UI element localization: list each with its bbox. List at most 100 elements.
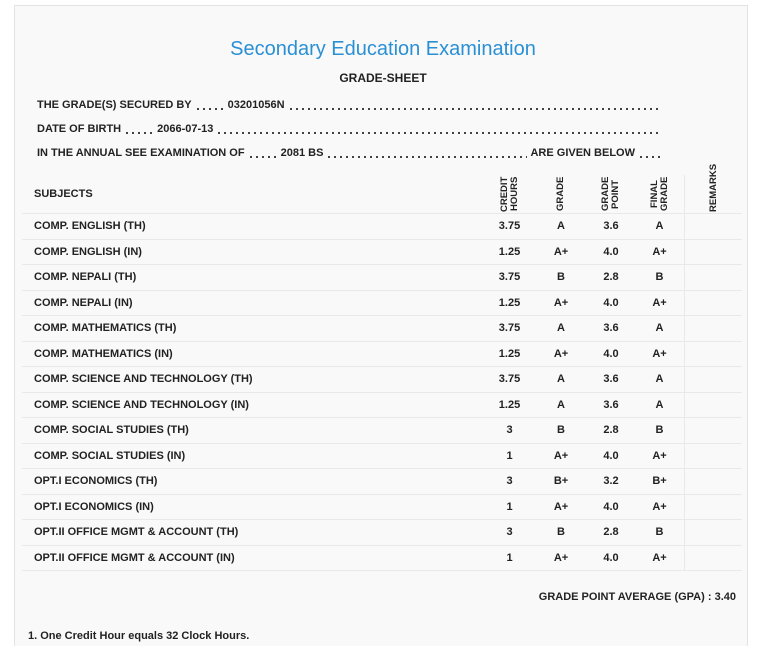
- header-cell: REMARKS: [684, 164, 742, 213]
- table-cell: COMP. SCIENCE AND TECHNOLOGY (IN): [34, 398, 249, 411]
- table-cell: 3.75: [498, 322, 521, 335]
- info-label: IN THE ANNUAL SEE EXAMINATION OF: [37, 147, 245, 159]
- info-value: 2066-07-13: [157, 123, 214, 135]
- table-cell: COMP. NEPALI (TH): [34, 271, 137, 284]
- table-row: COMP. MATHEMATICS (IN) 1.25 A+ 4.0 A+: [22, 341, 742, 367]
- table-row: COMP. SOCIAL STUDIES (TH) 3 B 2.8 B: [22, 418, 742, 444]
- table-cell: [684, 367, 742, 392]
- table-cell: 3.75: [498, 373, 521, 386]
- table-cell: A+: [553, 449, 569, 462]
- table-row: COMP. SCIENCE AND TECHNOLOGY (TH) 3.75 A 3.…: [22, 367, 742, 393]
- header-cell: SUBJECTS: [22, 175, 484, 213]
- table-cell: B+: [652, 475, 667, 488]
- table-cell: A+: [652, 449, 667, 462]
- table-cell: [684, 443, 742, 468]
- table-cell: B+: [553, 475, 569, 488]
- info-label: THE GRADE(S) SECURED BY: [37, 99, 192, 111]
- table-cell: [684, 418, 742, 443]
- table-cell: COMP. SCIENCE AND TECHNOLOGY (TH): [34, 373, 253, 386]
- table-cell: COMP. SOCIAL STUDIES (TH): [34, 424, 189, 437]
- column-header: FINAL GRADE: [648, 176, 670, 212]
- dot-leader: [216, 122, 660, 136]
- table-cell: 1.25: [498, 347, 521, 360]
- table-cell: OPT.I ECONOMICS (TH): [34, 475, 158, 488]
- footnote: 1. One Credit Hour equals 32 Clock Hours…: [28, 630, 250, 642]
- title: Secondary Education Examination: [230, 38, 536, 60]
- dot-leader: [287, 98, 660, 112]
- table-row: COMP. MATHEMATICS (TH) 3.75 A 3.6 A: [22, 316, 742, 342]
- table-cell: 3.75: [498, 271, 521, 284]
- table-cell: A+: [553, 296, 569, 309]
- table-cell: COMP. MATHEMATICS (IN): [34, 347, 173, 360]
- info-label: DATE OF BIRTH: [37, 123, 122, 135]
- table-row: OPT.II OFFICE MGMT & ACCOUNT (IN) 1 A+ 4.0 A…: [22, 545, 742, 571]
- column-header: CREDIT HOURS: [498, 176, 520, 212]
- table-cell: 2.8: [603, 271, 619, 284]
- table-row: COMP. NEPALI (TH) 3.75 B 2.8 B: [22, 265, 742, 291]
- column-header: GRADE: [555, 176, 566, 212]
- table-cell: 2.8: [603, 526, 619, 539]
- table-cell: A: [557, 220, 565, 233]
- table-cell: [684, 290, 742, 315]
- table-cell: 1: [506, 449, 513, 462]
- table-cell: [684, 239, 742, 264]
- table-cell: OPT.II OFFICE MGMT & ACCOUNT (IN): [34, 551, 235, 564]
- table-cell: A+: [652, 245, 667, 258]
- table-cell: 1: [506, 551, 513, 564]
- table-cell: 4.0: [603, 449, 619, 462]
- table-cell: B: [557, 424, 565, 437]
- table-cell: A+: [553, 245, 569, 258]
- table-cell: 3: [506, 475, 513, 488]
- table-row: OPT.II OFFICE MGMT & ACCOUNT (TH) 3 B 2.8 B: [22, 520, 742, 546]
- table-cell: 3: [506, 526, 513, 539]
- table-cell: A: [557, 373, 565, 386]
- table-cell: [684, 392, 742, 417]
- dot-leader: [247, 146, 278, 160]
- table-cell: [684, 545, 742, 570]
- table-row: OPT.I ECONOMICS (TH) 3 B+ 3.2 B+: [22, 469, 742, 495]
- table-cell: COMP. SOCIAL STUDIES (IN): [34, 449, 186, 462]
- table-cell: 4.0: [603, 551, 619, 564]
- table-cell: A: [557, 398, 565, 411]
- table-row: OPT.I ECONOMICS (IN) 1 A+ 4.0 A+: [22, 494, 742, 520]
- info-value: 2081 BS: [280, 147, 324, 159]
- header-cell: GRADE: [535, 175, 587, 213]
- table-cell: A: [655, 220, 664, 233]
- header-row: SUBJECTS CREDIT HOURS GRADE GRADE POINT FINA…: [22, 164, 742, 214]
- table-cell: [684, 520, 742, 545]
- table-cell: [684, 316, 742, 341]
- table-cell: A+: [652, 296, 667, 309]
- table-cell: 3.6: [603, 398, 619, 411]
- table-cell: 3.6: [603, 220, 619, 233]
- dot-leader: [124, 122, 155, 136]
- gpa: GRADE POINT AVERAGE (GPA) : 3.40: [539, 591, 736, 603]
- table-row: COMP. NEPALI (IN) 1.25 A+ 4.0 A+: [22, 290, 742, 316]
- column-header: SUBJECTS: [34, 188, 93, 200]
- dot-leader: [326, 146, 528, 160]
- table-cell: 3: [506, 424, 513, 437]
- gpa-value: 3.40: [714, 591, 736, 603]
- header-cell: FINAL GRADE: [635, 175, 684, 213]
- table-cell: A+: [652, 500, 667, 513]
- table-cell: A+: [553, 500, 569, 513]
- table-cell: OPT.II OFFICE MGMT & ACCOUNT (TH): [34, 526, 239, 539]
- table-cell: COMP. ENGLISH (IN): [34, 245, 142, 258]
- table-cell: 3.2: [603, 475, 619, 488]
- table-cell: B: [557, 271, 565, 284]
- table-cell: B: [655, 424, 664, 437]
- info-line: DATE OF BIRTH 2066-07-13: [37, 122, 663, 136]
- table-cell: 1.25: [498, 245, 521, 258]
- dot-leader: [638, 146, 660, 160]
- table-cell: 1.25: [498, 296, 521, 309]
- table-cell: B: [557, 526, 565, 539]
- table-cell: [684, 265, 742, 290]
- table-cell: A: [655, 373, 664, 386]
- table-cell: 3.75: [498, 220, 521, 233]
- info-suffix: ARE GIVEN BELOW: [530, 147, 635, 159]
- info-line: THE GRADE(S) SECURED BY 03201056N: [37, 98, 663, 112]
- table-cell: 4.0: [603, 296, 619, 309]
- table-cell: [684, 494, 742, 519]
- gpa-label: GRADE POINT AVERAGE (GPA) :: [538, 591, 712, 603]
- table-cell: A: [655, 398, 664, 411]
